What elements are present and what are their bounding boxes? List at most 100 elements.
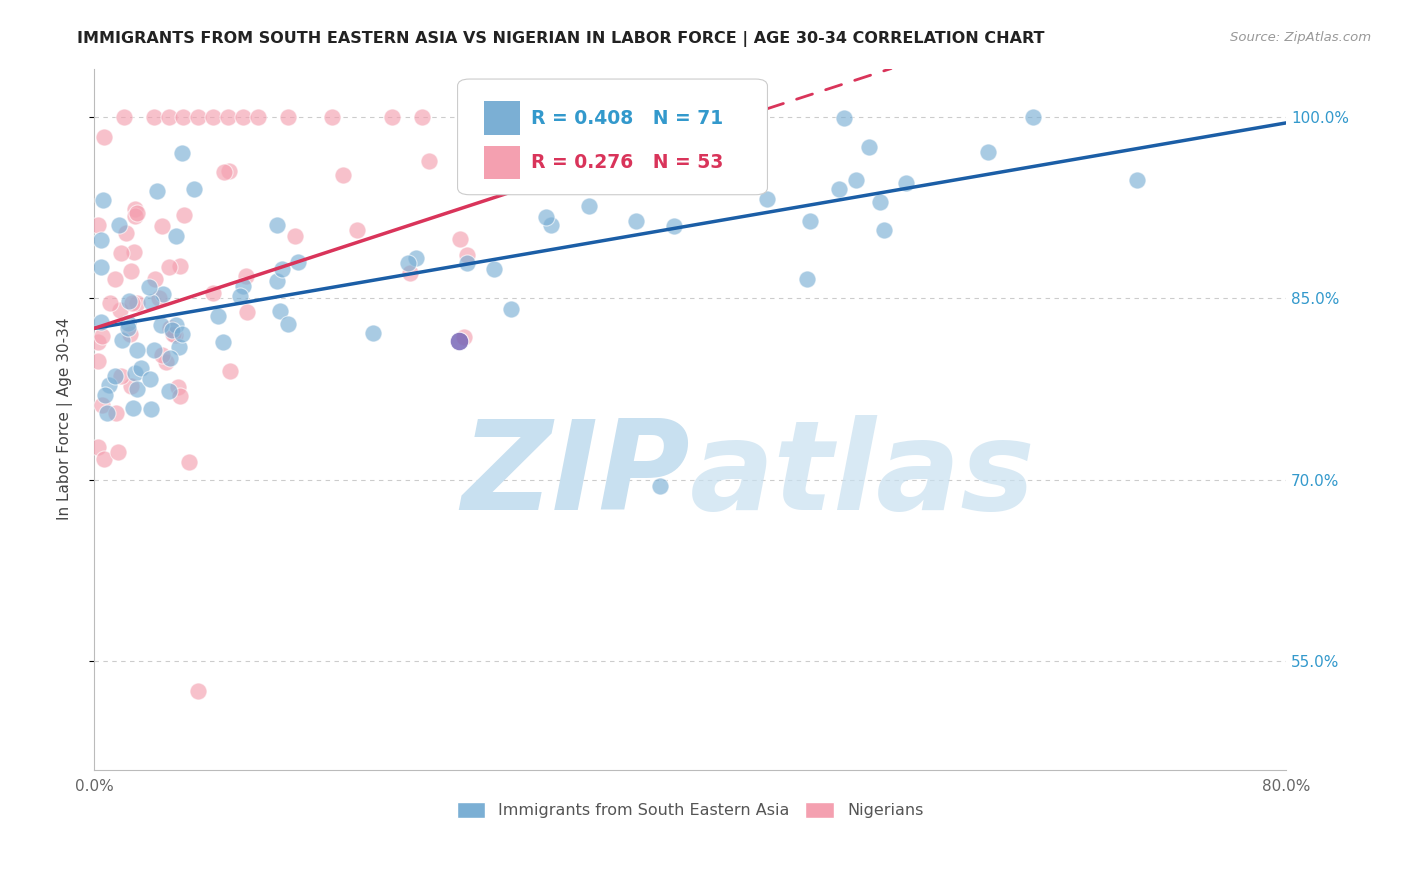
Point [398, 266, 420, 280]
Point [183, 182, 205, 196]
Point [125, 383, 148, 397]
Point [456, 256, 478, 270]
Point [125, 206, 148, 220]
Point [90, 316, 112, 330]
Point [453, 330, 475, 344]
Point [124, 366, 146, 380]
Point [236, 305, 259, 319]
Point [104, 272, 127, 286]
Point [277, 110, 299, 124]
Point [121, 401, 143, 415]
Point [284, 229, 307, 244]
Text: R = 0.276   N = 53: R = 0.276 N = 53 [531, 153, 724, 172]
Point [107, 218, 129, 232]
Point [139, 371, 162, 385]
Point [858, 140, 880, 154]
Point [125, 343, 148, 358]
Point [228, 289, 250, 303]
Point [219, 364, 242, 378]
Point [129, 361, 152, 376]
Point [145, 184, 167, 198]
Point [756, 192, 779, 206]
Point [845, 172, 868, 186]
Point [277, 317, 299, 331]
Point [157, 384, 180, 398]
Point [107, 444, 129, 458]
Point [202, 285, 225, 300]
Point [118, 294, 141, 309]
Point [143, 271, 166, 285]
Point [796, 272, 818, 286]
Point [172, 327, 194, 342]
Point [165, 327, 187, 342]
Point [449, 232, 471, 246]
Point [977, 145, 1000, 160]
Point [482, 262, 505, 277]
Point [149, 318, 172, 332]
Point [396, 256, 419, 270]
Point [501, 301, 523, 316]
Point [828, 182, 851, 196]
Point [112, 110, 135, 124]
Point [235, 269, 257, 284]
Point [1021, 110, 1043, 124]
Point [578, 199, 600, 213]
Point [217, 110, 239, 124]
Point [536, 210, 558, 224]
Point [361, 326, 384, 341]
Point [159, 351, 181, 366]
Point [212, 335, 235, 350]
Point [150, 348, 173, 362]
Point [114, 226, 136, 240]
Point [91, 398, 114, 412]
Point [157, 260, 180, 275]
Point [187, 684, 209, 698]
Point [117, 320, 139, 334]
Point [110, 369, 132, 384]
Point [269, 304, 291, 318]
Point [87, 440, 110, 454]
Point [160, 323, 183, 337]
Point [169, 389, 191, 403]
Point [266, 218, 288, 232]
FancyBboxPatch shape [484, 145, 520, 179]
Point [121, 295, 143, 310]
Text: Source: ZipAtlas.com: Source: ZipAtlas.com [1230, 31, 1371, 45]
Point [873, 222, 896, 236]
Point [207, 309, 229, 323]
Point [120, 378, 142, 392]
Point [117, 316, 139, 330]
FancyBboxPatch shape [484, 102, 520, 135]
Point [125, 296, 148, 310]
Point [91, 329, 114, 343]
Point [93, 129, 115, 144]
Legend: Immigrants from South Eastern Asia, Nigerians: Immigrants from South Eastern Asia, Nige… [450, 796, 929, 825]
Point [90, 260, 112, 274]
Point [212, 165, 235, 179]
Point [104, 406, 127, 420]
Point [165, 318, 187, 332]
Point [96, 406, 118, 420]
Point [98, 378, 121, 392]
Point [87, 334, 110, 349]
Point [1126, 173, 1149, 187]
Point [869, 195, 891, 210]
Point [124, 202, 146, 216]
Point [111, 333, 134, 347]
Point [142, 110, 165, 124]
Point [232, 279, 254, 293]
Point [159, 321, 181, 335]
Point [179, 454, 201, 468]
Point [167, 340, 190, 354]
Point [122, 245, 145, 260]
Point [218, 163, 240, 178]
Point [332, 168, 354, 182]
Point [411, 110, 433, 124]
Point [150, 219, 173, 233]
Point [662, 219, 685, 233]
Point [148, 291, 170, 305]
Text: R = 0.408   N = 71: R = 0.408 N = 71 [531, 109, 724, 128]
Text: ZIP: ZIP [461, 415, 690, 536]
Point [650, 155, 672, 169]
Text: atlas: atlas [690, 415, 1036, 536]
